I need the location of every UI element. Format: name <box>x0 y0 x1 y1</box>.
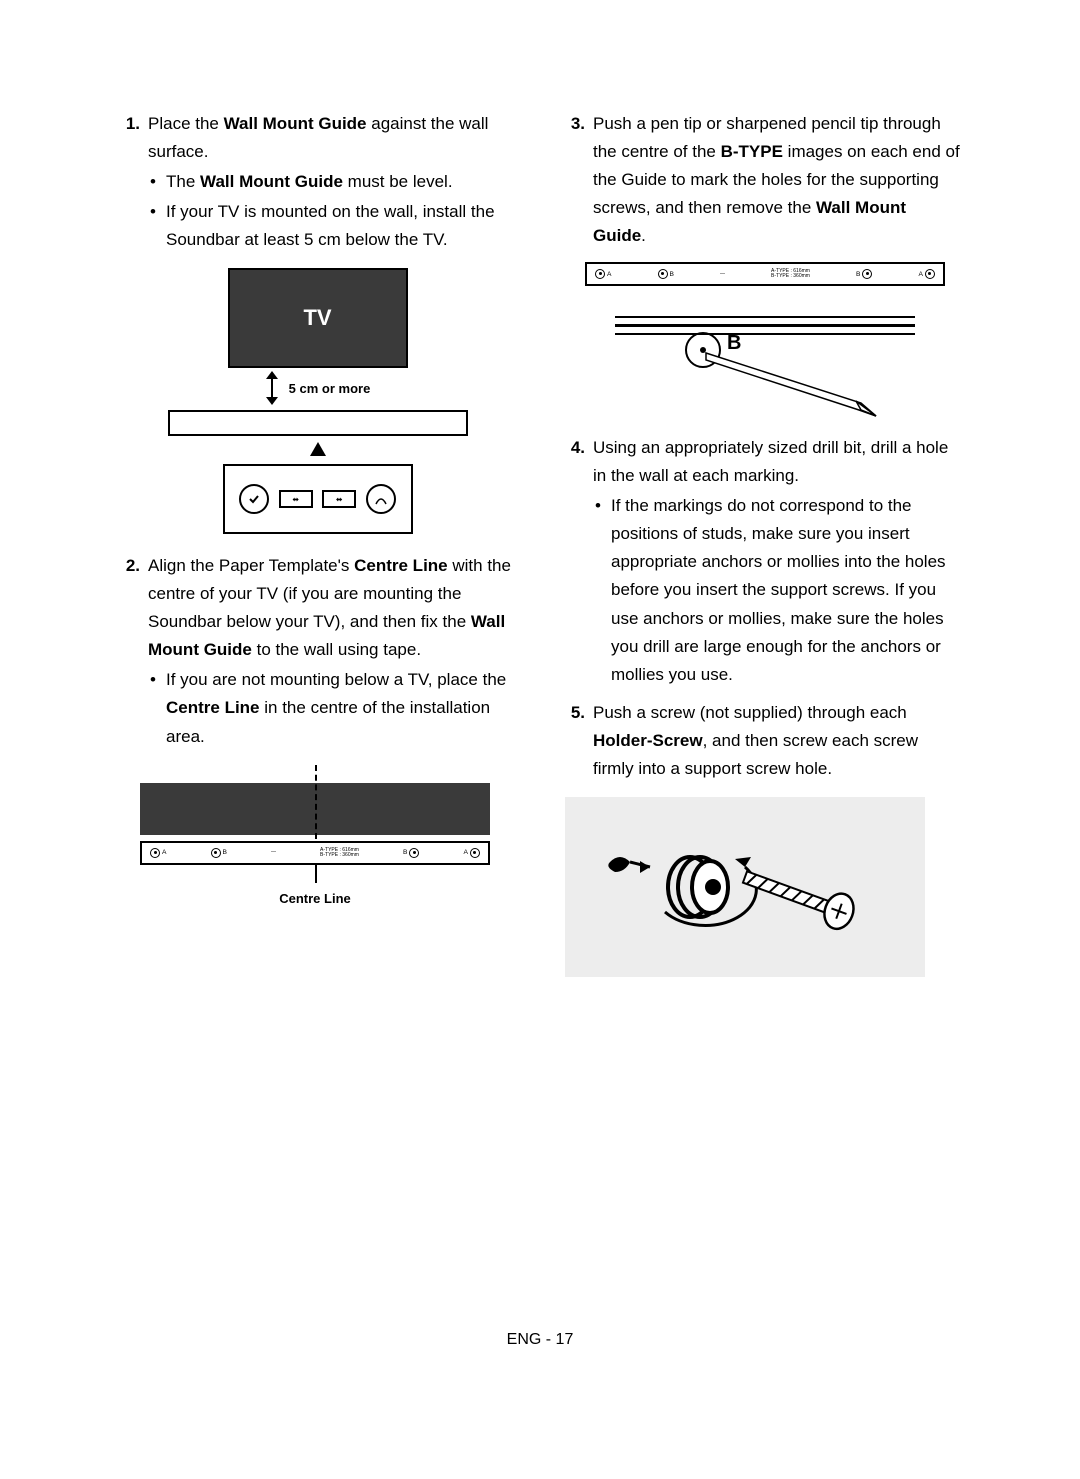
dark-bar <box>140 783 490 835</box>
left-column: 1. Place the Wall Mount Guide against th… <box>120 110 515 977</box>
gap-label: 5 cm or more <box>289 381 371 396</box>
step-1-bullet-1: The Wall Mount Guide must be level. <box>148 168 515 196</box>
step-4-body: Using an appropriately sized drill bit, … <box>593 434 960 690</box>
s4-text: Using an appropriately sized drill bit, … <box>593 438 948 485</box>
r-sa1: A <box>607 271 611 278</box>
step-2-bullets: If you are not mounting below a TV, plac… <box>148 666 515 750</box>
step-1-number: 1. <box>120 110 148 256</box>
strip2-mark-a2: A <box>919 269 935 279</box>
strip-type-text: A-TYPE : 616mm B-TYPE : 360mm <box>320 848 359 858</box>
step-4-bullet-1: If the markings do not correspond to the… <box>593 492 960 688</box>
screw-illustration-icon <box>595 817 895 957</box>
step-4-bullets: If the markings do not correspond to the… <box>593 492 960 688</box>
r-sa2: A <box>919 271 923 278</box>
step-1-bullets: The Wall Mount Guide must be level. If y… <box>148 168 515 254</box>
step-5: 5. Push a screw (not supplied) through e… <box>565 699 960 783</box>
s1b1-b: Wall Mount Guide <box>200 172 343 191</box>
s5-t1: Push a screw (not supplied) through each <box>593 703 907 722</box>
tv-rect: TV <box>228 268 408 368</box>
strip-mark-b2: B <box>403 848 419 858</box>
pointer-up-icon <box>168 438 468 464</box>
centre-line-label: Centre Line <box>140 891 490 906</box>
step-4-number: 4. <box>565 434 593 690</box>
ring-left-icon <box>239 484 269 514</box>
step-2-body: Align the Paper Template's Centre Line w… <box>148 552 515 752</box>
sa1: A <box>162 849 166 856</box>
bracket-box: ⬌ ⬌ <box>223 464 413 534</box>
strip2-mark-a1: A <box>595 269 611 279</box>
s1b2-pre: If your TV is mounted on the wall, insta… <box>166 202 495 249</box>
step-2: 2. Align the Paper Template's Centre Lin… <box>120 552 515 752</box>
centre-line-mark <box>140 865 490 885</box>
step-1-body: Place the Wall Mount Guide against the w… <box>148 110 515 256</box>
step-3-body: Push a pen tip or sharpened pencil tip t… <box>593 110 960 250</box>
s2b1-b: Centre Line <box>166 698 260 717</box>
pencil-icon <box>701 348 881 418</box>
pencil-area: B <box>585 286 945 416</box>
s2-t1: Align the Paper Template's <box>148 556 354 575</box>
step-4: 4. Using an appropriately sized drill bi… <box>565 434 960 690</box>
page-footer: ENG - 17 <box>0 1331 1080 1349</box>
tt2: B-TYPE : 360mm <box>320 852 359 858</box>
figure-tv-soundbar: TV 5 cm or more ⬌ ⬌ <box>168 268 468 534</box>
step-1-text-a: Place the <box>148 114 224 133</box>
strip-mark-b1: B <box>211 848 227 858</box>
step-3: 3. Push a pen tip or sharpened pencil ti… <box>565 110 960 250</box>
ring-right-icon <box>366 484 396 514</box>
figure-holder-screw <box>565 797 925 977</box>
r-sb1: B <box>670 271 674 278</box>
figure-b-type-pencil: A B — A-TYPE : 616mm B-TYPE : 360mm B A … <box>585 262 945 416</box>
template-strip: A B — A-TYPE : 616mm B-TYPE : 360mm B A <box>140 841 490 865</box>
s1b1-pre: The <box>166 172 200 191</box>
step-1-bullet-2: If your TV is mounted on the wall, insta… <box>148 198 515 254</box>
slot-2-icon: ⬌ <box>322 490 356 508</box>
strip-centre-small: — <box>271 850 276 855</box>
s2-b1: Centre Line <box>354 556 448 575</box>
s2-t3: to the wall using tape. <box>252 640 421 659</box>
strip2-mark-b2: B <box>856 269 872 279</box>
page-content: 1. Place the Wall Mount Guide against th… <box>0 0 1080 1037</box>
step-5-number: 5. <box>565 699 593 783</box>
s3-t3: . <box>641 226 646 245</box>
strip-mark-a1: A <box>150 848 166 858</box>
gap-arrow-icon <box>265 371 279 405</box>
step-3-number: 3. <box>565 110 593 250</box>
strip2-type-text: A-TYPE : 616mm B-TYPE : 360mm <box>771 269 810 279</box>
step-1: 1. Place the Wall Mount Guide against th… <box>120 110 515 256</box>
slot-1-icon: ⬌ <box>279 490 313 508</box>
s3-b1: B-TYPE <box>721 142 783 161</box>
soundbar-lines <box>615 316 915 341</box>
strip2-centre-small: — <box>720 272 725 277</box>
sb1: B <box>223 849 227 856</box>
template-strip-2: A B — A-TYPE : 616mm B-TYPE : 360mm B A <box>585 262 945 286</box>
r-tt2: B-TYPE : 360mm <box>771 273 810 279</box>
tv-gap: 5 cm or more <box>168 368 468 408</box>
strip2-mark-b1: B <box>658 269 674 279</box>
sa2: A <box>464 849 468 856</box>
soundbar-outline <box>168 410 468 436</box>
step-2-number: 2. <box>120 552 148 752</box>
r-sb2: B <box>856 271 860 278</box>
strip-mark-a2: A <box>464 848 480 858</box>
step-2-bullet-1: If you are not mounting below a TV, plac… <box>148 666 515 750</box>
figure-centre-line: A B — A-TYPE : 616mm B-TYPE : 360mm B A … <box>140 765 490 906</box>
right-column: 3. Push a pen tip or sharpened pencil ti… <box>565 110 960 977</box>
step-1-bold: Wall Mount Guide <box>224 114 367 133</box>
step-5-body: Push a screw (not supplied) through each… <box>593 699 960 783</box>
sb2: B <box>403 849 407 856</box>
s1b1-post: must be level. <box>343 172 453 191</box>
s2b1-pre: If you are not mounting below a TV, plac… <box>166 670 506 689</box>
s5-b1: Holder-Screw <box>593 731 703 750</box>
